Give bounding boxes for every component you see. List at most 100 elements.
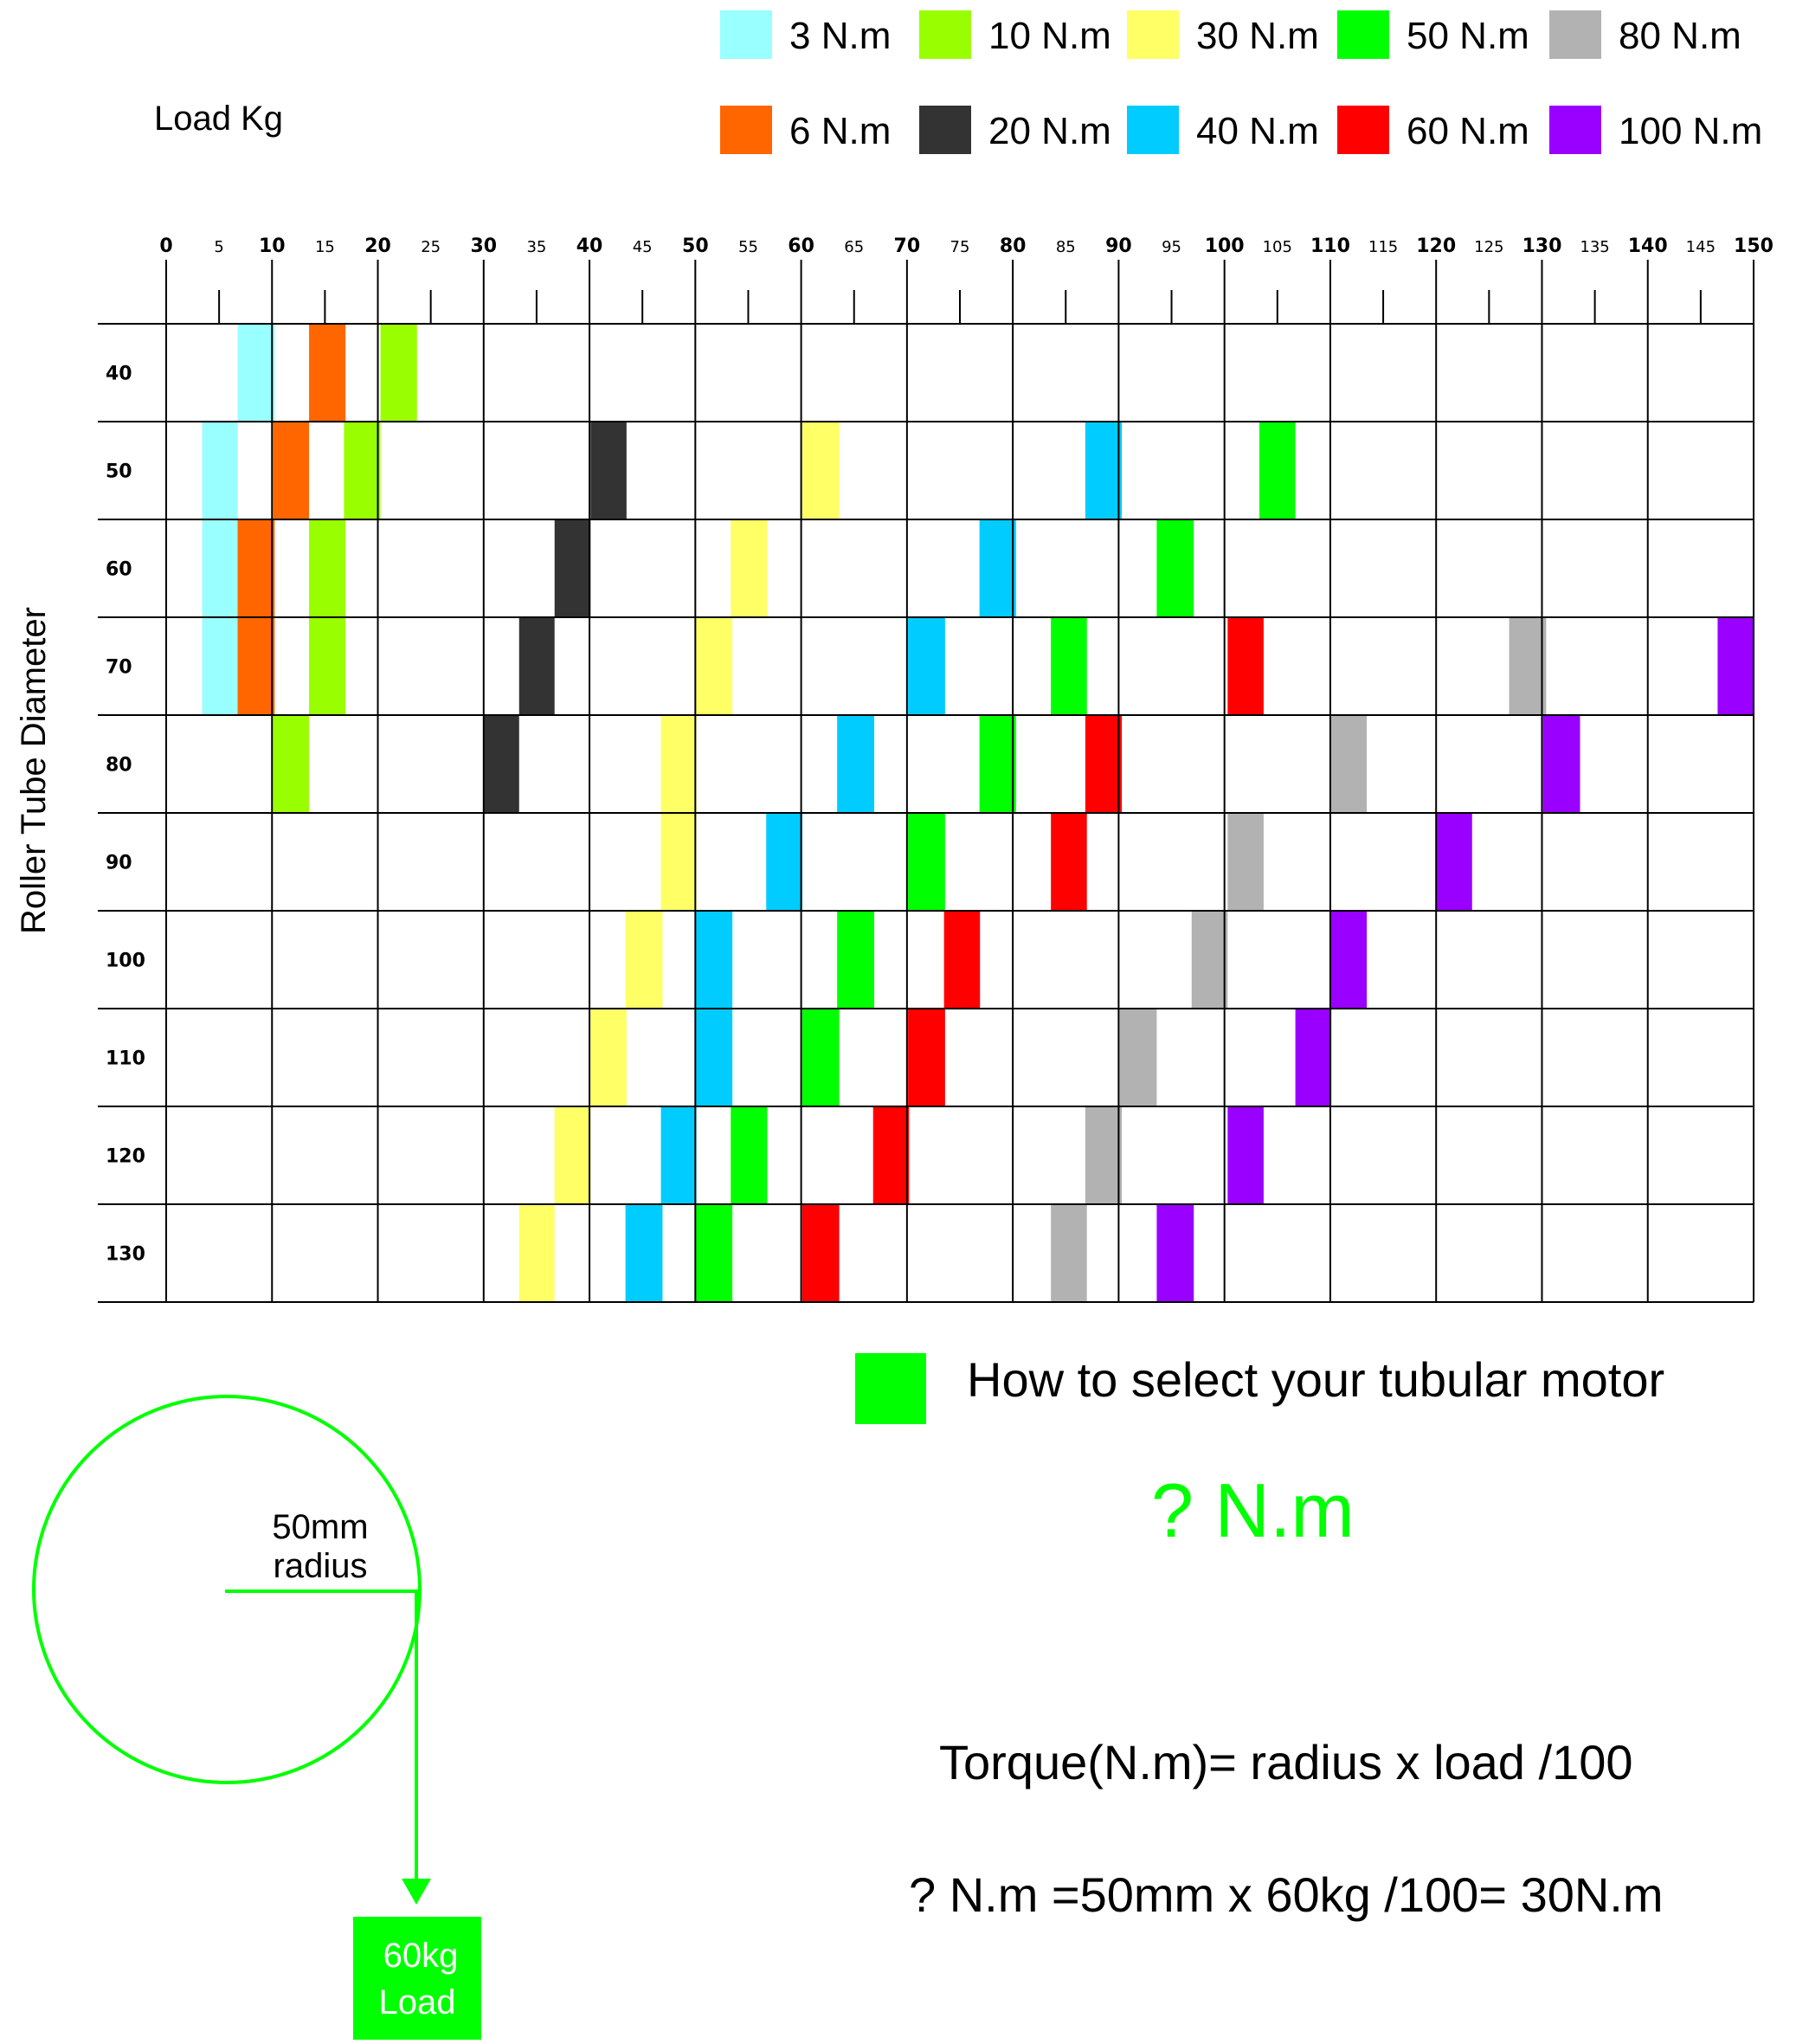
legend-label: 40 N.m (1196, 110, 1319, 152)
torque-cell (380, 324, 417, 422)
torque-cell (731, 1106, 768, 1204)
torque-cell (554, 519, 591, 617)
roller-circle (32, 1395, 422, 1784)
torque-cell (1717, 617, 1754, 715)
x-tick-label-minor: 135 (1580, 238, 1609, 256)
y-tick-label: 120 (106, 1146, 145, 1168)
torque-cell (660, 715, 697, 813)
load-label-line2: Load (379, 1983, 456, 2021)
torque-cell (202, 617, 238, 715)
legend-swatch (1127, 10, 1179, 59)
unknown-torque: ? N.m (1151, 1467, 1355, 1553)
legend-label: 10 N.m (988, 15, 1111, 57)
legend-label: 60 N.m (1407, 110, 1529, 152)
legend-swatch (1549, 10, 1601, 59)
x-tick-label-minor: 145 (1686, 238, 1716, 256)
torque-cell (1329, 911, 1368, 1009)
legend: 3 N.m 10 N.m 30 N.m 50 N.m 80 N.m 6 N.m 20 N.m… (720, 10, 1762, 154)
x-tick-label-minor: 75 (950, 238, 970, 256)
x-tick-label: 100 (1205, 235, 1245, 257)
y-tick-label: 70 (106, 657, 132, 679)
torque-cell (837, 911, 874, 1009)
torque-cell (237, 617, 275, 715)
torque-cell (1227, 1106, 1264, 1204)
torque-cell (625, 911, 663, 1009)
torque-cell (309, 617, 346, 715)
legend-label: 6 N.m (789, 110, 891, 152)
torque-cell (1085, 715, 1123, 813)
y-tick-label: 60 (106, 559, 132, 581)
x-tick-label-minor: 105 (1263, 238, 1292, 256)
radius-label-line1: 50mm (272, 1508, 368, 1546)
legend-swatch (720, 10, 772, 59)
x-tick-label: 50 (682, 235, 709, 257)
torque-cell (837, 715, 874, 813)
y-tick-label: 90 (106, 853, 132, 874)
legend-swatch (919, 10, 971, 59)
torque-cell (979, 715, 1016, 813)
legend-label: 3 N.m (789, 15, 891, 57)
torque-cell (660, 813, 697, 911)
x-tick-label-minor: 65 (844, 238, 864, 256)
torque-cell (1259, 422, 1296, 519)
torque-cell (554, 1106, 591, 1204)
x-tick-label: 10 (259, 235, 286, 257)
torque-cell (625, 1204, 663, 1302)
torque-cell (273, 715, 310, 813)
y-tick-label: 40 (106, 364, 132, 385)
y-tick-label: 80 (106, 755, 132, 777)
x-axis-title: Load Kg (154, 100, 283, 138)
info-title: How to select your tubular motor (967, 1352, 1664, 1407)
torque-cell (908, 617, 945, 715)
torque-cell (273, 422, 310, 519)
legend-swatch (720, 106, 772, 154)
x-tick-label-minor: 15 (315, 238, 335, 256)
torque-cell (1085, 1106, 1123, 1204)
legend-swatch (1337, 10, 1389, 59)
radius-label-line2: radius (274, 1547, 368, 1585)
torque-cell (237, 324, 275, 422)
formula: Torque(N.m)= radius x load /100 (939, 1735, 1633, 1789)
x-tick-label-minor: 55 (738, 238, 758, 256)
torque-cell (695, 1204, 733, 1302)
torque-cell (1156, 1204, 1194, 1302)
legend-label: 80 N.m (1619, 15, 1741, 57)
x-tick-label-minor: 85 (1056, 238, 1076, 256)
legend-swatch (1337, 106, 1389, 154)
x-tick-label: 40 (576, 235, 603, 257)
legend-swatch (1127, 106, 1179, 154)
x-tick-label-minor: 125 (1474, 238, 1503, 256)
torque-cell (660, 1106, 697, 1204)
y-tick-label: 100 (106, 951, 145, 972)
legend-label: 50 N.m (1407, 15, 1529, 57)
x-tick-label-minor: 25 (421, 238, 441, 256)
torque-cells (202, 324, 1754, 1302)
torque-cell (237, 519, 275, 617)
torque-cell (1542, 715, 1580, 813)
x-tick-label: 20 (364, 235, 391, 257)
x-tick-label: 150 (1734, 235, 1774, 257)
torque-cell (309, 324, 346, 422)
load-label-line1: 60kg (383, 1937, 459, 1975)
torque-cell (1436, 813, 1472, 911)
x-tick-label-minor: 95 (1162, 238, 1181, 256)
legend-label: 100 N.m (1619, 110, 1762, 152)
torque-cell (695, 617, 733, 715)
torque-cell (590, 422, 627, 519)
torque-cell (1085, 422, 1123, 519)
x-tick-label: 30 (470, 235, 497, 257)
x-tick-label: 90 (1105, 235, 1132, 257)
x-tick-label-minor: 5 (214, 238, 223, 256)
torque-cell (1509, 617, 1547, 715)
torque-cell (1191, 911, 1228, 1009)
y-tick-label: 130 (106, 1244, 145, 1266)
x-tick-label: 110 (1310, 235, 1350, 257)
torque-cell (483, 715, 519, 813)
x-tick-label: 130 (1522, 235, 1561, 257)
y-tick-label: 110 (106, 1048, 145, 1070)
torque-cell (1156, 519, 1194, 617)
y-tick-label: 50 (106, 461, 132, 483)
x-tick-label: 70 (894, 235, 921, 257)
torque-cell (979, 519, 1016, 617)
